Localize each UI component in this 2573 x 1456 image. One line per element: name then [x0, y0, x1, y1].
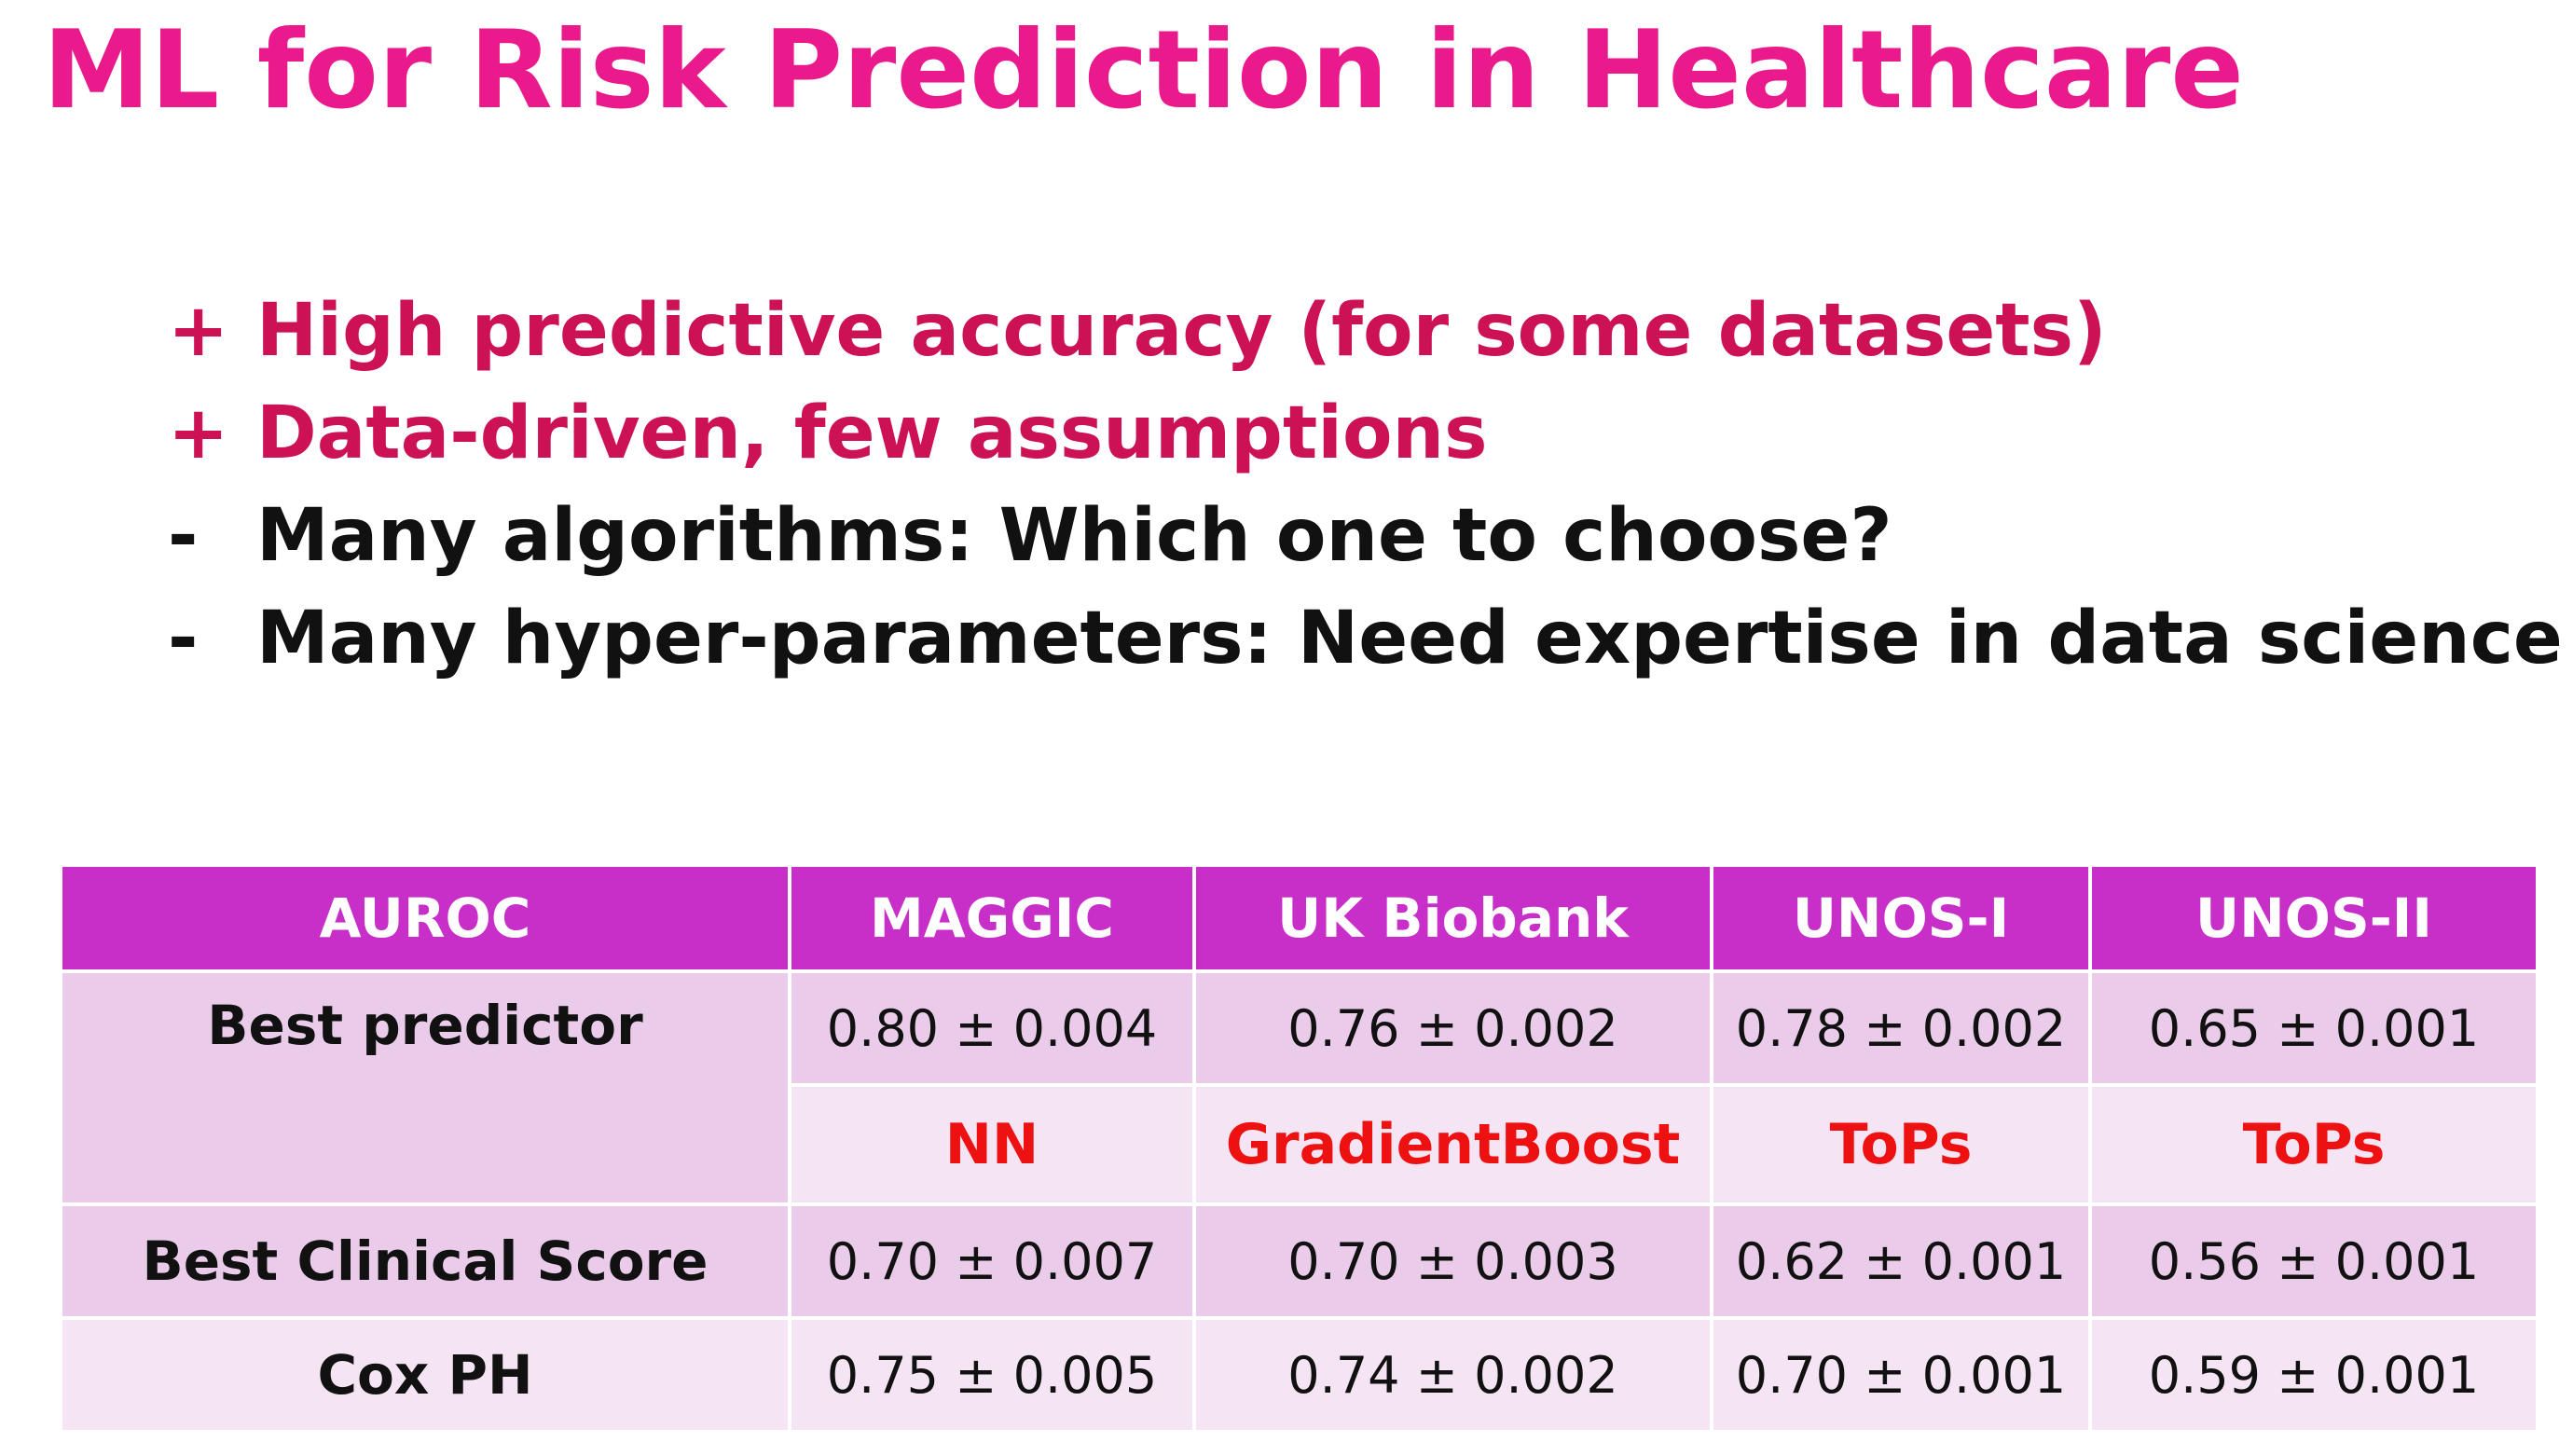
table-cell: 0.80 ± 0.004 [788, 969, 1196, 1087]
table-cell: 0.56 ± 0.001 [2088, 1202, 2539, 1320]
algorithm-cell: ToPs [1710, 1083, 2092, 1206]
table-cell: 0.70 ± 0.001 [1710, 1316, 2092, 1434]
row-label-best-predictor: Best predictor [59, 969, 791, 1206]
plus-marker: + [168, 289, 229, 373]
header-cell-auroc: AUROC [59, 863, 791, 973]
table-row-cox-ph: Cox PH 0.75 ± 0.005 0.74 ± 0.002 0.70 ± … [59, 1316, 2539, 1434]
plus-marker: + [168, 391, 229, 475]
bullet-item: + Data-driven, few assumptions [168, 382, 2563, 485]
header-cell-maggic: MAGGIC [788, 863, 1196, 973]
table-row-best-predictor: Best predictor 0.80 ± 0.004 0.76 ± 0.002… [59, 969, 2539, 1206]
table-cell: 0.70 ± 0.007 [788, 1202, 1196, 1320]
bullet-item: + High predictive accuracy (for some dat… [168, 280, 2563, 382]
table-row-best-clinical-score: Best Clinical Score 0.70 ± 0.007 0.70 ± … [59, 1202, 2539, 1320]
bullet-item: - Many hyper-parameters: Need expertise … [168, 587, 2563, 690]
algorithm-cell: GradientBoost [1192, 1083, 1713, 1206]
table-row-best-algorithm: NN GradientBoost ToPs ToPs [61, 1083, 2539, 1206]
table-cell: 0.74 ± 0.002 [1192, 1316, 1713, 1434]
bullet-item: - Many algorithms: Which one to choose? [168, 485, 2563, 587]
bullet-list: + High predictive accuracy (for some dat… [168, 280, 2563, 690]
algorithm-cell: ToPs [2088, 1083, 2539, 1206]
bullet-text: High predictive accuracy (for some datas… [256, 289, 2107, 373]
bullet-text: Many algorithms: Which one to choose? [256, 494, 1892, 578]
table-header-row: AUROC MAGGIC UK Biobank UNOS-I UNOS-II [59, 863, 2539, 973]
bullet-text: Many hyper-parameters: Need expertise in… [256, 597, 2563, 680]
slide-title: ML for Risk Prediction in Healthcare [43, 7, 2244, 133]
table-cell: 0.70 ± 0.003 [1192, 1202, 1713, 1320]
table-cell: 0.62 ± 0.001 [1710, 1202, 2092, 1320]
table-cell: 0.75 ± 0.005 [788, 1316, 1196, 1434]
minus-marker: - [168, 494, 199, 578]
table-cell: 0.65 ± 0.001 [2088, 969, 2539, 1087]
table-cell: 0.76 ± 0.002 [1192, 969, 1713, 1087]
table-cell: 0.78 ± 0.002 [1710, 969, 2092, 1087]
bullet-text: Data-driven, few assumptions [256, 391, 1488, 475]
header-cell-unos-ii: UNOS-II [2088, 863, 2539, 973]
row-label-best-clinical-score: Best Clinical Score [59, 1202, 791, 1320]
auroc-table: AUROC MAGGIC UK Biobank UNOS-I UNOS-II B… [59, 863, 2539, 1434]
minus-marker: - [168, 597, 199, 680]
header-cell-uk-biobank: UK Biobank [1192, 863, 1713, 973]
algorithm-cell: NN [788, 1083, 1196, 1206]
table-cell: 0.59 ± 0.001 [2088, 1316, 2539, 1434]
header-cell-unos-i: UNOS-I [1710, 863, 2092, 973]
row-label-cox-ph: Cox PH [59, 1316, 791, 1434]
